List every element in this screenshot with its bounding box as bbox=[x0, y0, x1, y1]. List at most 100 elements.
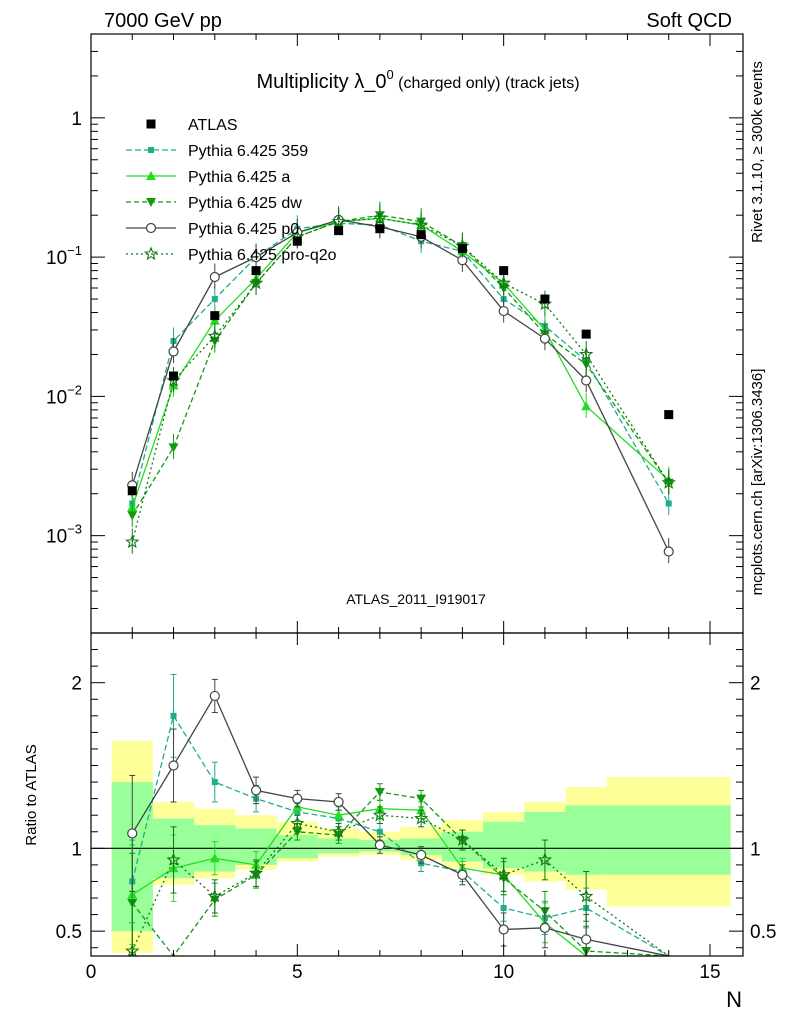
series-point bbox=[125, 534, 140, 549]
band-green bbox=[606, 805, 731, 875]
ratio-tick-label-right: 2 bbox=[750, 674, 761, 695]
main-panel: 10−310−210−11 Multiplicity λ_00 (charged… bbox=[46, 33, 744, 634]
series-point bbox=[127, 511, 138, 521]
ratio-point bbox=[416, 849, 427, 861]
atlas-data-point bbox=[457, 244, 467, 254]
series-point bbox=[248, 275, 264, 290]
series-point bbox=[496, 275, 511, 290]
ratio-point bbox=[207, 888, 222, 903]
header-left: 7000 GeV pp bbox=[104, 10, 222, 32]
plot-title: Multiplicity λ_00 (charged only) (track … bbox=[256, 67, 579, 93]
ratio-point bbox=[209, 690, 220, 702]
y-tick-label-exp: −3 bbox=[67, 522, 82, 537]
y-tick-label-exp: −1 bbox=[67, 243, 82, 258]
band-green bbox=[276, 835, 318, 859]
x-tick-label: 5 bbox=[292, 962, 303, 983]
y-tick-label-exp: −2 bbox=[67, 382, 82, 397]
atlas-data-point bbox=[334, 226, 344, 236]
series-point bbox=[413, 217, 429, 232]
series-point bbox=[579, 346, 594, 361]
rivet-label: Rivet 3.1.10, ≥ 300k events bbox=[749, 61, 766, 243]
ratio-uncertainty-bands bbox=[91, 740, 743, 953]
atlas-data-point bbox=[664, 410, 674, 420]
plot-title-sup: 0 bbox=[386, 67, 393, 82]
ratio-point bbox=[457, 869, 468, 880]
ratio-series-layer bbox=[125, 673, 670, 958]
ratio-point bbox=[292, 793, 303, 804]
series-point bbox=[581, 401, 592, 411]
series-line bbox=[131, 219, 670, 552]
ratio-point bbox=[168, 760, 179, 771]
atlas-data-point bbox=[169, 371, 179, 381]
ratio-tick-label: 0.5 bbox=[56, 922, 82, 943]
ratio-tick-label-right: 0.5 bbox=[750, 922, 776, 943]
legend-marker bbox=[145, 222, 157, 234]
plot-title-tail: (charged only) (track jets) bbox=[394, 75, 580, 92]
atlas-data-point bbox=[292, 236, 302, 246]
ratio-point bbox=[498, 924, 509, 935]
series-point bbox=[539, 333, 551, 344]
ratio-point bbox=[374, 839, 385, 851]
ratio-point bbox=[376, 828, 383, 835]
series-point bbox=[209, 271, 220, 283]
ratio-point bbox=[537, 852, 553, 867]
atlas-data-point bbox=[581, 329, 591, 339]
header-right: Soft QCD bbox=[646, 10, 732, 32]
series-point bbox=[211, 296, 218, 303]
x-axis-label: N bbox=[726, 987, 742, 1012]
atlas-data-point bbox=[251, 266, 261, 276]
analysis-id: ATLAS_2011_I919017 bbox=[346, 591, 486, 607]
y-tick-label-base: 10 bbox=[46, 248, 67, 269]
y-tick-label: 1 bbox=[71, 109, 82, 130]
ratio-point bbox=[166, 852, 181, 867]
ratio-point bbox=[455, 832, 470, 847]
series-point bbox=[250, 252, 262, 263]
ratio-point bbox=[331, 824, 346, 838]
ratio-point bbox=[374, 788, 385, 798]
ratio-point bbox=[127, 828, 138, 839]
legend-marker bbox=[143, 246, 159, 261]
band-green bbox=[317, 838, 360, 854]
atlas-data-point bbox=[127, 486, 137, 496]
ratio-point bbox=[333, 796, 344, 808]
y-tick-label: 10−1 bbox=[46, 243, 82, 269]
ratio-point bbox=[539, 922, 551, 933]
main-axis-ticks: 10−310−210−11 bbox=[46, 33, 743, 634]
legend-label: Pythia 6.425 359 bbox=[188, 143, 308, 160]
ratio-point bbox=[413, 811, 429, 825]
y-tick-label-base: 1 bbox=[71, 109, 82, 130]
atlas-data-point bbox=[416, 230, 426, 240]
ratio-point bbox=[250, 785, 262, 796]
plot-title-main: Multiplicity λ_0 bbox=[256, 71, 386, 93]
legend-label: Pythia 6.425 p0 bbox=[188, 221, 299, 238]
series-point bbox=[372, 210, 388, 225]
ratio-point bbox=[416, 794, 427, 804]
series-point bbox=[665, 500, 672, 507]
y-tick-label-base: 10 bbox=[46, 527, 67, 548]
y-tick-label-base: 10 bbox=[46, 387, 67, 408]
atlas-data-point bbox=[540, 294, 550, 304]
ratio-point bbox=[209, 853, 220, 863]
atlas-data-point bbox=[375, 224, 385, 234]
legend-marker bbox=[146, 119, 156, 129]
series-point bbox=[168, 346, 179, 357]
ratio-tick-label: 1 bbox=[71, 839, 82, 860]
series-point bbox=[331, 214, 346, 228]
ratio-point bbox=[581, 934, 592, 945]
ratio-point bbox=[333, 810, 344, 820]
legend-label: ATLAS bbox=[188, 117, 238, 134]
atlas-data-point bbox=[210, 311, 220, 321]
legend-marker bbox=[148, 147, 154, 153]
ratio-y-label: Ratio to ATLAS bbox=[23, 744, 40, 845]
ratio-point bbox=[248, 865, 264, 880]
ratio-axis-ticks: 0 5 10 15 0.5 0.5 1 1 2 2 bbox=[56, 633, 776, 983]
ratio-panel: 0 5 10 15 0.5 0.5 1 1 2 2 Ratio to ATLAS bbox=[23, 632, 776, 983]
series-point bbox=[207, 328, 222, 343]
series-point bbox=[663, 546, 674, 557]
x-tick-label: 15 bbox=[699, 962, 720, 983]
main-series-layer bbox=[125, 201, 676, 564]
x-tick-label: 0 bbox=[86, 962, 97, 983]
series-point bbox=[498, 305, 509, 317]
ratio-point bbox=[372, 807, 388, 822]
